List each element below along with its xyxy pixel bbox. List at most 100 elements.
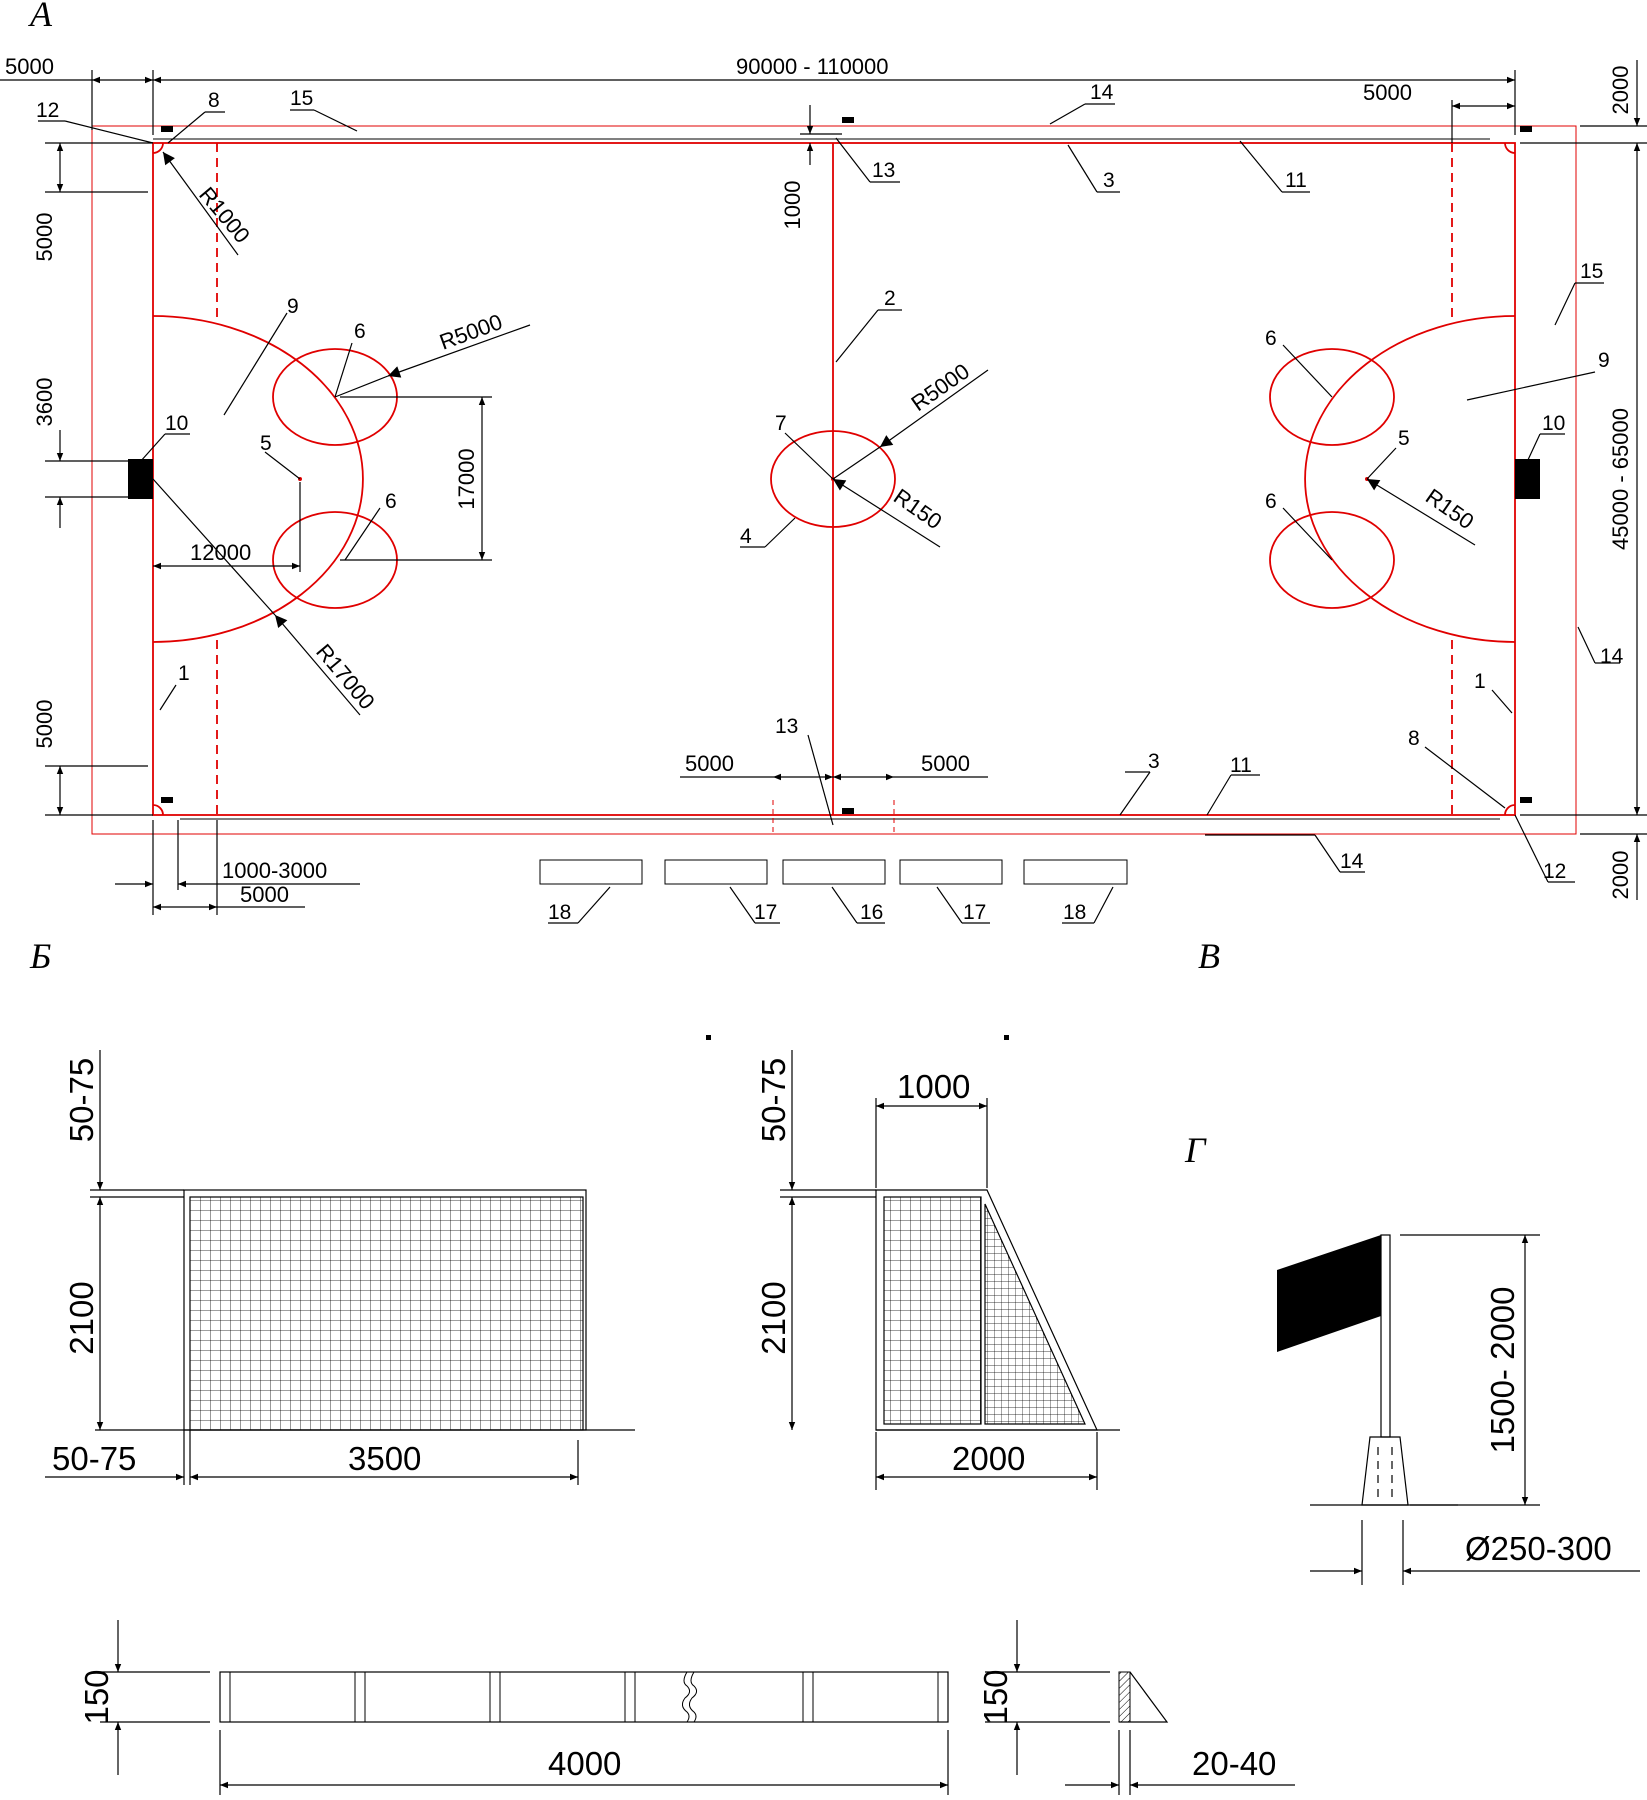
corner-arc-tr (1504, 142, 1516, 154)
callout-16: 16 (860, 901, 883, 924)
box-18-right (1023, 859, 1128, 885)
flag-cloth (1277, 1235, 1381, 1352)
dim-margin-left: 5000 (5, 54, 54, 79)
callout-9-left: 9 (287, 295, 299, 318)
callout-13-bottom: 13 (775, 715, 798, 738)
dim-overall-length: 90000 - 110000 (736, 54, 889, 79)
dim-corner-zone-top: 5000 (32, 213, 57, 262)
radius-circle-left: R5000 (436, 309, 505, 355)
midline-flag-bottom (842, 808, 854, 814)
callout-11-top: 11 (1285, 169, 1307, 192)
callout-14-top: 14 (1090, 81, 1114, 104)
board-side-height-dim: 150 (977, 1669, 1014, 1724)
corner-arc-br (1504, 804, 1516, 816)
goal-left (128, 459, 153, 499)
dim-margin-top: 2000 (1608, 66, 1633, 115)
section-label-g: Г (1184, 1130, 1207, 1170)
goal-side-frame-dim: 50-75 (755, 1058, 792, 1142)
section-label-b: Б (29, 936, 51, 976)
stray-dot-2 (1004, 1035, 1009, 1040)
dim-corner-zone-bottom: 5000 (32, 700, 57, 749)
corner-flag-tr (1520, 126, 1532, 132)
radius-goal-area: R17000 (311, 639, 380, 714)
dim-spot-distance: 12000 (190, 540, 251, 565)
circle-right-top (1269, 348, 1395, 446)
goal-front-net (189, 1196, 584, 1431)
board-height-dim: 150 (78, 1669, 115, 1724)
goal-front-height-dim: 2100 (63, 1281, 100, 1354)
callout-17-right: 17 (963, 901, 986, 924)
callout-12-bottom: 12 (1543, 860, 1566, 883)
callout-14-right: 14 (1600, 645, 1624, 668)
callout-4: 4 (740, 525, 752, 548)
callout-15-top: 15 (290, 87, 313, 110)
goal-side-back-net (883, 1196, 982, 1425)
callout-13-top: 13 (872, 159, 895, 182)
callout-8-top: 8 (208, 89, 220, 112)
stray-dot-1 (706, 1035, 711, 1040)
corner-flag-br (1520, 797, 1532, 803)
box-16 (782, 859, 886, 885)
goal-side-height-dim: 2100 (755, 1281, 792, 1354)
callout-17-left: 17 (754, 901, 777, 924)
goal-front-frame-dim: 50-75 (63, 1058, 100, 1142)
goal-area-right (1304, 315, 1516, 643)
radius-corner: R1000 (194, 182, 255, 248)
dim-midline-mark: 1000 (780, 181, 805, 230)
goal-front-view: 50-75 2100 50-75 3500 (45, 1050, 635, 1485)
board-detail: 150 4000 150 20-40 (78, 1620, 1295, 1795)
safety-zone-border (91, 125, 1577, 835)
goal-side-top-depth-dim: 1000 (897, 1068, 970, 1105)
board-profile-support (1119, 1671, 1169, 1723)
box-18-left (539, 859, 643, 885)
callout-11-bottom: 11 (1230, 754, 1252, 777)
goal-right (1515, 459, 1540, 499)
corner-flag-detail: 1500- 2000 Ø250-300 (1277, 1234, 1640, 1585)
callout-15-right: 15 (1580, 260, 1603, 283)
dim-dashed-offset: 5000 (240, 882, 289, 907)
callout-9-right: 9 (1598, 349, 1610, 372)
section-label-a: А (28, 0, 53, 34)
box-17-left (664, 859, 768, 885)
callout-2: 2 (884, 287, 896, 310)
dim-sub-zone-right: 5000 (921, 751, 970, 776)
corner-arc-bl (152, 804, 164, 816)
flag-base (1361, 1436, 1409, 1506)
goal-side-triangle-net (984, 1203, 1086, 1425)
callout-7: 7 (775, 412, 787, 435)
goal-side-view: 50-75 2100 1000 2000 (755, 1050, 1120, 1490)
board-thickness-dim: 20-40 (1192, 1745, 1276, 1782)
callout-18-right: 18 (1063, 901, 1086, 924)
radius-penalty-spot-right: R150 (1421, 484, 1478, 535)
radius-center-spot: R150 (889, 484, 946, 535)
corner-flag-tl (161, 126, 173, 132)
goal-side-base-depth-dim: 2000 (952, 1440, 1025, 1477)
midline-flag-top (842, 117, 854, 123)
callout-1-right: 1 (1474, 670, 1486, 693)
callout-12-top: 12 (36, 99, 59, 122)
flag-diameter-dim: Ø250-300 (1465, 1530, 1612, 1567)
callout-6-right-bottom: 6 (1265, 490, 1277, 513)
circle-right-bottom (1269, 511, 1395, 609)
flag-pole (1380, 1234, 1391, 1438)
dim-goal-width: 3600 (32, 378, 57, 427)
field-dimensions: 5000 90000 - 110000 5000 2000 45000 - 65… (0, 54, 1647, 915)
callout-10-right: 10 (1542, 412, 1565, 435)
dim-sub-zone-left: 5000 (685, 751, 734, 776)
flag-height-dim: 1500- 2000 (1484, 1287, 1521, 1454)
callout-5-right: 5 (1398, 427, 1410, 450)
callouts: 12 8 15 14 13 3 11 15 9 2 9 6 6 (36, 81, 1624, 883)
goal-area-left (152, 315, 364, 643)
callout-14-bottom: 14 (1340, 850, 1364, 873)
dim-flag-offset: 1000-3000 (222, 858, 327, 883)
goal-front-post-dim: 50-75 (52, 1440, 136, 1477)
callout-18-left: 18 (548, 901, 571, 924)
callout-6-left-bottom: 6 (385, 490, 397, 513)
center-circle (770, 430, 896, 528)
dim-margin-right: 5000 (1363, 80, 1412, 105)
section-label-v: В (1198, 936, 1220, 976)
board-length-dim: 4000 (548, 1745, 621, 1782)
corner-arc-tl (152, 142, 164, 154)
